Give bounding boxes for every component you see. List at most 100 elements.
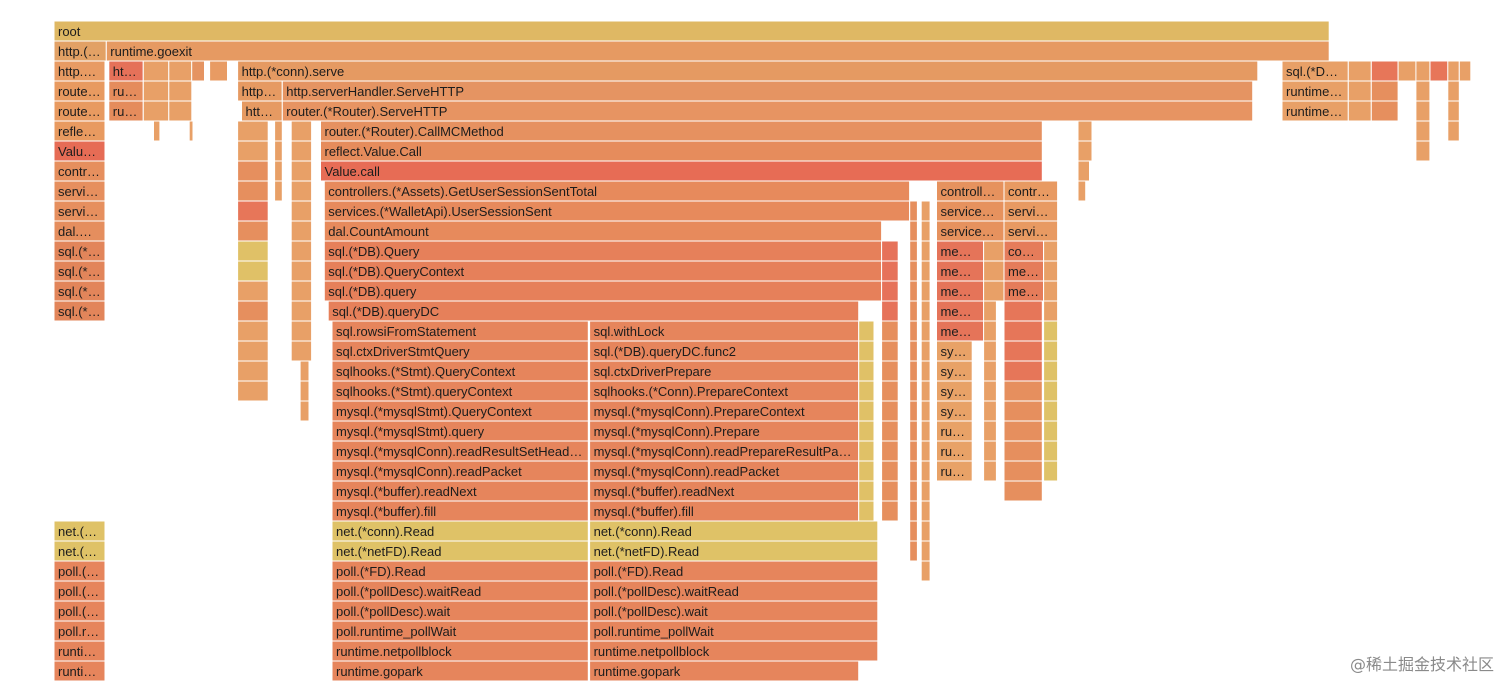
flame-frame[interactable] [1415,60,1431,82]
flame-frame[interactable] [920,280,931,302]
flame-frame[interactable] [858,320,875,342]
flame-frame-rect[interactable] [858,360,875,382]
flame-frame-rect[interactable] [53,300,106,322]
flame-frame[interactable]: net.(*conn).Read [331,520,589,542]
flame-frame[interactable] [881,480,899,502]
flame-frame-rect[interactable] [53,280,106,302]
flame-frame-rect[interactable] [589,520,879,542]
flame-frame-rect[interactable] [290,180,313,202]
flame-frame-rect[interactable] [920,460,931,482]
flame-frame[interactable]: ht… [108,60,144,82]
flame-frame[interactable] [1003,460,1043,482]
flame-frame-rect[interactable] [881,420,899,442]
flame-frame-rect[interactable] [1043,360,1059,382]
flame-frame[interactable]: http.… [53,60,106,82]
flame-frame[interactable]: sqlhooks.(*Conn).PrepareContext [589,380,860,402]
flame-frame[interactable]: ru… [936,440,973,462]
flame-frame-rect[interactable] [53,640,106,662]
flame-frame-rect[interactable] [983,440,997,462]
flame-frame[interactable] [237,160,269,182]
flame-frame-rect[interactable] [237,60,1259,82]
flame-frame-rect[interactable] [1447,100,1460,122]
flame-frame[interactable] [168,80,193,102]
flame-frame-rect[interactable] [983,240,1005,262]
flame-frame-rect[interactable] [237,240,269,262]
flame-frame[interactable] [237,220,269,242]
flame-frame-rect[interactable] [331,320,589,342]
flame-frame-rect[interactable] [909,200,918,222]
flame-frame-rect[interactable] [881,440,899,462]
flame-frame[interactable]: runti… [53,640,106,662]
flame-frame-rect[interactable] [290,220,313,242]
flame-frame-rect[interactable] [108,60,144,82]
flame-frame[interactable] [1043,280,1059,302]
flame-frame[interactable] [983,400,997,422]
flame-frame[interactable] [237,380,269,402]
flame-frame-rect[interactable] [1447,80,1460,102]
flame-frame-rect[interactable] [1003,440,1043,462]
flame-frame[interactable]: sy… [936,400,973,422]
flame-frame[interactable] [1043,400,1059,422]
flame-frame[interactable] [1003,380,1043,402]
flame-frame[interactable]: htt… [241,100,283,122]
flame-frame[interactable] [881,380,899,402]
flame-frame-rect[interactable] [983,280,1005,302]
flame-frame-rect[interactable] [1003,460,1043,482]
flame-frame[interactable] [920,360,931,382]
flame-frame[interactable] [983,460,997,482]
flame-frame-rect[interactable] [936,440,973,462]
flame-frame-rect[interactable] [920,200,931,222]
flame-frame-rect[interactable] [909,320,918,342]
flame-frame-rect[interactable] [983,400,997,422]
flame-frame[interactable]: sql.(*DB).queryDC [327,300,860,322]
flame-frame[interactable]: poll.(*pollDesc).wait [589,600,879,622]
flame-frame[interactable] [290,200,313,222]
flame-frame[interactable] [1429,60,1449,82]
flame-frame-rect[interactable] [1043,420,1059,442]
flame-frame[interactable] [858,460,875,482]
flame-frame[interactable]: me… [936,240,985,262]
flame-frame[interactable]: Valu… [53,140,106,162]
flame-frame-rect[interactable] [936,300,985,322]
flame-frame-rect[interactable] [53,180,106,202]
flame-frame[interactable] [881,500,899,522]
flame-frame-rect[interactable] [168,100,193,122]
flame-frame-rect[interactable] [920,520,931,542]
flame-frame-rect[interactable] [1281,80,1349,102]
flame-frame[interactable] [920,340,931,362]
flame-frame-rect[interactable] [1415,120,1431,142]
flame-frame-rect[interactable] [1043,340,1059,362]
flame-frame[interactable] [920,220,931,242]
flame-frame[interactable] [1370,80,1399,102]
flame-frame-rect[interactable] [53,40,107,62]
flame-frame[interactable] [1043,460,1059,482]
flame-frame-rect[interactable] [881,240,899,262]
flame-frame-rect[interactable] [1077,120,1093,142]
flame-frame[interactable]: co… [1003,240,1044,262]
flame-frame-rect[interactable] [1043,460,1059,482]
flame-frame-rect[interactable] [1003,200,1059,222]
flame-frame-rect[interactable] [323,280,883,302]
flame-frame[interactable] [920,400,931,422]
flame-frame[interactable] [290,240,313,262]
flame-frame-rect[interactable] [589,420,860,442]
flame-frame[interactable]: sql.rowsiFromStatement [331,320,589,342]
flame-frame[interactable] [237,120,269,142]
flame-frame-rect[interactable] [1415,60,1431,82]
flame-frame-rect[interactable] [1043,440,1059,462]
flame-frame[interactable]: mysql.(*buffer).readNext [331,480,589,502]
flame-frame[interactable]: services.(*WalletApi).UserSessionSent [323,200,911,222]
flame-frame-rect[interactable] [53,520,106,542]
flame-frame-rect[interactable] [290,160,313,182]
flame-frame-rect[interactable] [920,400,931,422]
flame-frame-rect[interactable] [983,320,997,342]
flame-frame-rect[interactable] [331,620,589,642]
flame-frame-rect[interactable] [105,40,1330,62]
flame-frame[interactable]: root [53,20,1330,42]
flame-frame[interactable] [881,360,899,382]
flame-frame-rect[interactable] [1077,180,1087,202]
flame-frame[interactable] [909,300,918,322]
flame-frame-rect[interactable] [920,240,931,262]
flame-frame-rect[interactable] [331,640,589,662]
flame-frame[interactable]: ru… [108,80,144,102]
